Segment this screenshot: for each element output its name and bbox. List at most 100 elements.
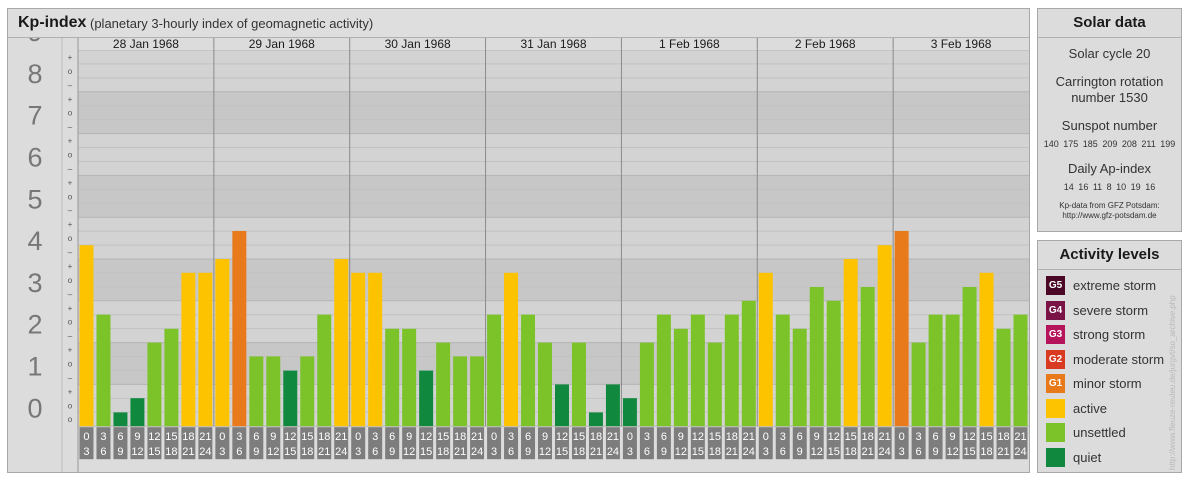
- legend-label: moderate storm: [1073, 351, 1165, 367]
- kp-bar: [198, 272, 213, 427]
- interval-box: [843, 427, 858, 460]
- interval-end-label: 3: [83, 446, 89, 458]
- interval-end-label: 24: [743, 446, 755, 458]
- y-subtick-mark: +: [68, 137, 73, 146]
- interval-start-label: 6: [389, 431, 395, 443]
- interval-box: [809, 427, 824, 460]
- interval-end-label: 18: [980, 446, 992, 458]
- chart-title-bar: Kp-index (planetary 3-hourly index of ge…: [8, 9, 1029, 38]
- interval-end-label: 24: [335, 446, 347, 458]
- interval-end-label: 3: [763, 446, 769, 458]
- day-label: 31 Jan 1968: [520, 38, 586, 51]
- activity-levels-title: Activity levels: [1038, 241, 1181, 270]
- interval-end-label: 3: [627, 446, 633, 458]
- interval-end-label: 21: [862, 446, 874, 458]
- kp-bar: [266, 356, 281, 427]
- interval-end-label: 6: [100, 446, 106, 458]
- interval-box: [164, 427, 179, 460]
- kp-bar: [911, 342, 926, 427]
- interval-box: [741, 427, 756, 460]
- interval-box: [266, 427, 281, 460]
- interval-box: [470, 427, 485, 460]
- interval-start-label: 18: [318, 431, 330, 443]
- interval-end-label: 6: [508, 446, 514, 458]
- y-subtick-mark: o: [68, 401, 73, 410]
- activity-levels-panel: Activity levels G5 extreme storm G4 seve…: [1037, 240, 1182, 473]
- legend-swatch-g1: G1: [1046, 374, 1065, 393]
- day-label: 28 Jan 1968: [113, 38, 179, 51]
- interval-end-label: 6: [916, 446, 922, 458]
- kp-band: [78, 50, 1029, 92]
- y-subtick-mark: +: [68, 346, 73, 355]
- interval-box: [521, 427, 536, 460]
- interval-end-label: 6: [780, 446, 786, 458]
- y-tick-label: 6: [27, 143, 42, 173]
- y-subtick-mark: +: [68, 387, 73, 396]
- kp-bar: [707, 342, 722, 427]
- kp-bar: [402, 328, 417, 427]
- interval-end-label: 21: [590, 446, 602, 458]
- kp-bar: [453, 356, 468, 427]
- kp-bar: [300, 356, 315, 427]
- kp-bar: [436, 342, 451, 427]
- chart-subtitle: (planetary 3-hourly index of geomagnetic…: [90, 16, 374, 31]
- kp-bar: [181, 272, 196, 427]
- legend-label: strong storm: [1073, 327, 1146, 342]
- interval-start-label: 0: [763, 431, 769, 443]
- interval-end-label: 3: [219, 446, 225, 458]
- interval-end-label: 9: [389, 446, 395, 458]
- interval-end-label: 24: [471, 446, 483, 458]
- y-subtick-mark: o: [68, 67, 73, 76]
- interval-start-label: 0: [627, 431, 633, 443]
- y-subtick-mark: –: [68, 332, 73, 341]
- watermark-text: http://www.fleuze-reuleu.de/jurgvt/so_ar…: [1168, 295, 1177, 470]
- interval-start-label: 18: [862, 431, 874, 443]
- kp-bar: [385, 328, 400, 427]
- interval-end-label: 21: [182, 446, 194, 458]
- interval-end-label: 9: [661, 446, 667, 458]
- kp-bar: [334, 259, 349, 427]
- legend-label: minor storm: [1073, 376, 1142, 391]
- interval-end-label: 18: [437, 446, 449, 458]
- y-subtick-mark: –: [68, 81, 73, 90]
- y-tick-label: 5: [27, 184, 42, 214]
- interval-box: [113, 427, 128, 460]
- interval-box: [198, 427, 213, 460]
- interval-start-label: 12: [963, 431, 975, 443]
- interval-start-label: 21: [879, 431, 891, 443]
- interval-end-label: 21: [726, 446, 738, 458]
- data-source-link[interactable]: http://www.gfz-potsdam.de: [1062, 211, 1157, 220]
- interval-box: [283, 427, 298, 460]
- kp-bar: [521, 314, 536, 427]
- kp-bar: [571, 342, 586, 427]
- interval-box: [317, 427, 332, 460]
- y-subtick-mark: +: [68, 304, 73, 313]
- kp-bar: [555, 384, 569, 427]
- interval-end-label: 12: [267, 446, 279, 458]
- interval-start-label: 9: [814, 431, 820, 443]
- interval-end-label: 3: [899, 446, 905, 458]
- kp-bar: [487, 314, 502, 427]
- kp-bar: [724, 314, 739, 427]
- interval-end-label: 15: [692, 446, 704, 458]
- interval-end-label: 3: [491, 446, 497, 458]
- interval-box: [690, 427, 705, 460]
- kp-bar: [775, 314, 790, 427]
- interval-end-label: 9: [797, 446, 803, 458]
- kp-bar: [147, 342, 162, 427]
- interval-start-label: 18: [726, 431, 738, 443]
- kp-bar: [368, 272, 383, 427]
- interval-box: [419, 427, 434, 460]
- interval-box: [96, 427, 111, 460]
- interval-box: [962, 427, 977, 460]
- interval-end-label: 24: [1014, 446, 1026, 458]
- y-subtick-mark: o: [68, 318, 73, 327]
- interval-box: [181, 427, 196, 460]
- interval-end-label: 21: [318, 446, 330, 458]
- interval-end-label: 15: [420, 446, 432, 458]
- interval-start-label: 3: [100, 431, 106, 443]
- interval-start-label: 6: [117, 431, 123, 443]
- legend-swatch-g3: G3: [1046, 325, 1065, 344]
- interval-start-label: 6: [525, 431, 531, 443]
- interval-box: [351, 427, 366, 460]
